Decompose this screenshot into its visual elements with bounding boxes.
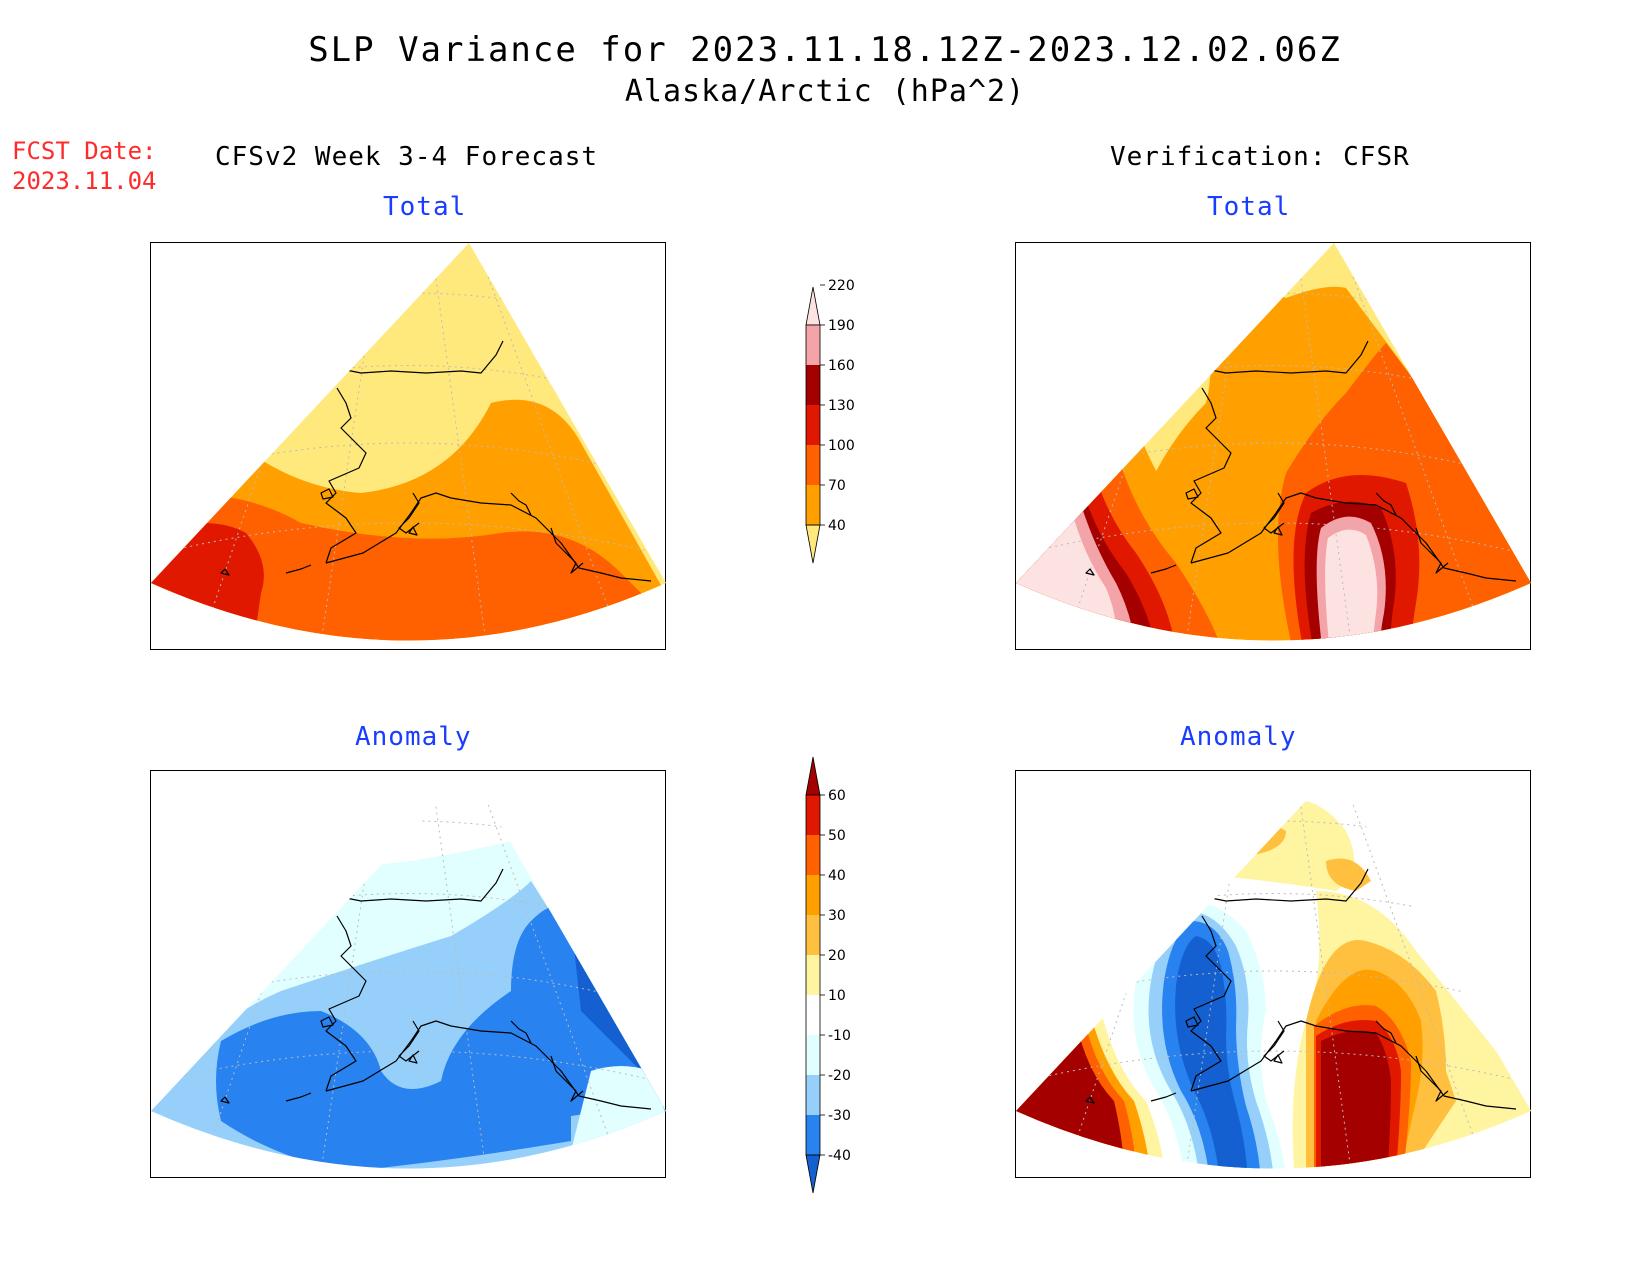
total-colorbar-cap-bottom [805,524,821,564]
anomaly-colorbar-swatch [806,875,820,915]
anomaly-colorbar-swatch [806,1035,820,1075]
anomaly-colorbar-tick-label: 60 [828,788,846,804]
shade-10-20 [1166,799,1354,891]
shade-minus30-minus40 [216,906,666,1169]
total-colorbar-tick-label: 190 [828,318,855,334]
forecast-date-label: FCST Date: [12,137,157,165]
total-colorbar: 40 70 100 130 160 190 220 [805,278,855,564]
total-colorbar-tick-label: 70 [828,478,846,494]
total-colorbar-swatch [806,365,820,405]
verification-total-title: Total [1207,192,1291,222]
anomaly-colorbar-swatch [806,1075,820,1115]
anomaly-colorbar: -40 -30 -20 -10 10 20 30 40 50 60 [805,756,851,1194]
anomaly-colorbar-tick-label: -20 [828,1068,851,1084]
anomaly-colorbar-swatch [806,795,820,835]
anomaly-colorbar-tick-label: 40 [828,868,846,884]
verification-total-map [1015,242,1531,650]
anomaly-colorbar-tick-label: -10 [828,1028,851,1044]
chart-title: SLP Variance for 2023.11.18.12Z-2023.12.… [308,30,1342,70]
forecast-date-value: 2023.11.04 [12,167,157,195]
anomaly-colorbar-tick-label: 50 [828,828,846,844]
total-colorbar-tick-label: 130 [828,398,855,414]
forecast-column-heading: CFSv2 Week 3-4 Forecast [215,142,599,172]
total-colorbar-tick-label: 160 [828,358,855,374]
anomaly-colorbar-swatch [806,955,820,995]
shade-100-130 [151,493,666,641]
shade-below-minus40 [1175,936,1248,1169]
anomaly-colorbar-swatch [806,1115,820,1155]
anomaly-colorbar-tick-label: 10 [828,988,846,1004]
forecast-anomaly-title: Anomaly [355,722,472,752]
anomaly-colorbar-cap-top [805,756,821,796]
forecast-date-block: FCST Date: 2023.11.04 [12,136,157,196]
forecast-total-title: Total [383,192,467,222]
total-colorbar-swatch [806,445,820,485]
forecast-anomaly-map [150,770,666,1178]
anomaly-colorbar-swatch [806,995,820,1035]
anomaly-colorbar-tick-label: -40 [828,1148,851,1164]
shade-130-160 [151,523,264,641]
chart-subtitle: Alaska/Arctic (hPa^2) [624,74,1026,109]
total-colorbar-tick-label: 220 [828,278,855,294]
verification-anomaly-title: Anomaly [1180,722,1297,752]
anomaly-colorbar-tick-label: 30 [828,908,846,924]
anomaly-colorbar-cap-bottom [805,1154,821,1194]
total-colorbar-swatch [806,325,820,365]
anomaly-colorbar-swatch [806,835,820,875]
anomaly-colorbar-swatch [806,915,820,955]
forecast-total-map [150,242,666,650]
verification-anomaly-map [1015,770,1531,1178]
total-colorbar-tick-label: 40 [828,518,846,534]
verification-column-heading: Verification: CFSR [1110,142,1410,172]
anomaly-colorbar-tick-label: 20 [828,948,846,964]
total-colorbar-tick-label: 100 [828,438,855,454]
shade-20-30 [1326,858,1371,891]
shade-above-220 [1325,529,1378,641]
total-colorbar-cap-top [805,286,821,326]
anomaly-colorbar-tick-label: -30 [828,1108,851,1124]
total-colorbar-swatch [806,485,820,525]
shade-above-60 [1321,1030,1391,1169]
total-colorbar-swatch [806,405,820,445]
